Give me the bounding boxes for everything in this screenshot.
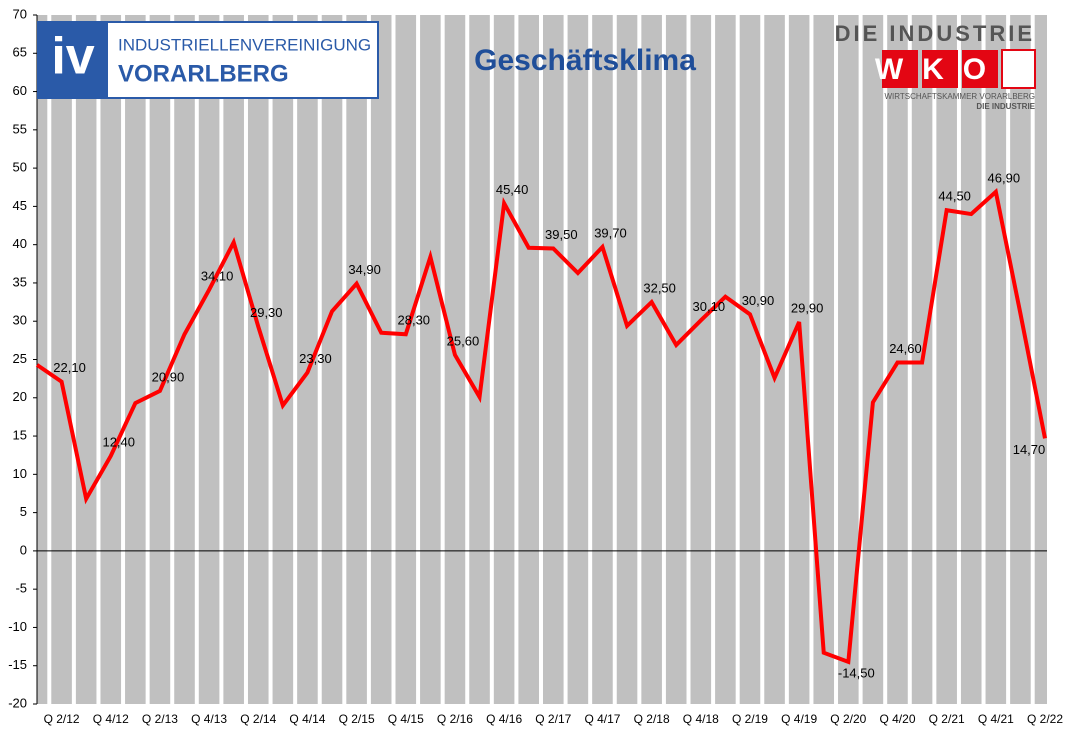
logos: iv INDUSTRIELLENVEREINIGUNG VORARLBERG D…	[37, 21, 1036, 111]
wko-crest	[1001, 49, 1036, 89]
x-tick-label: Q 4/18	[683, 712, 719, 726]
y-tick-label: 70	[13, 6, 27, 21]
data-label: 46,90	[988, 170, 1021, 185]
data-label: 23,30	[299, 351, 332, 366]
x-tick-label: Q 2/17	[535, 712, 571, 726]
iv-line1: INDUSTRIELLENVEREINIGUNG	[118, 35, 371, 54]
data-label: 12,40	[102, 434, 135, 449]
x-tick-label: Q 2/21	[929, 712, 965, 726]
x-tick-label: Q 2/19	[732, 712, 768, 726]
y-tick-label: 25	[13, 351, 27, 366]
data-label: 34,90	[348, 262, 381, 277]
y-tick-label: 30	[13, 313, 27, 328]
y-tick-label: 65	[13, 45, 27, 60]
y-tick-label: 10	[13, 466, 27, 481]
wko-sub: DIE INDUSTRIE	[976, 102, 1035, 111]
y-tick-label: 60	[13, 83, 27, 98]
wko-box	[882, 50, 918, 88]
x-tick-label: Q 4/12	[93, 712, 129, 726]
x-tick-label: Q 4/16	[486, 712, 522, 726]
iv-mark: iv	[51, 28, 94, 86]
x-tick-label: Q 4/19	[781, 712, 817, 726]
chart-title: Geschäftsklima	[474, 44, 696, 77]
x-tick-label: Q 2/16	[437, 712, 473, 726]
x-tick-label: Q 2/14	[240, 712, 276, 726]
x-tick-label: Q 4/14	[289, 712, 325, 726]
data-label: 22,10	[53, 360, 86, 375]
y-tick-label: 35	[13, 274, 27, 289]
data-label: 24,60	[889, 341, 922, 356]
data-label: 39,50	[545, 227, 578, 242]
iv-line2: VORARLBERG	[118, 60, 289, 87]
data-label: 32,50	[643, 281, 676, 296]
data-label: 14,70	[1013, 442, 1046, 457]
y-tick-label: 45	[13, 198, 27, 213]
data-label: 39,70	[594, 225, 627, 240]
wko-box	[962, 50, 998, 88]
wko-sub: WIRTSCHAFTSKAMMER VORARLBERG	[884, 92, 1035, 101]
x-tick-label: Q 2/12	[44, 712, 80, 726]
iv-logo-square	[38, 22, 108, 98]
wko-mark: WKO	[875, 53, 1005, 86]
x-tick-label: Q 2/20	[830, 712, 866, 726]
wko-box	[922, 50, 958, 88]
data-label: 30,10	[693, 299, 726, 314]
x-tick-label: Q 2/18	[634, 712, 670, 726]
x-tick-label: Q 2/13	[142, 712, 178, 726]
x-tick-label: Q 2/22	[1027, 712, 1063, 726]
data-label: 30,90	[742, 293, 775, 308]
data-label: 34,10	[201, 268, 234, 283]
data-label: 20,90	[152, 369, 185, 384]
data-label: 29,30	[250, 305, 283, 320]
x-tick-label: Q 4/21	[978, 712, 1014, 726]
y-tick-label: 50	[13, 160, 27, 175]
y-tick-label: 5	[20, 504, 27, 519]
data-label: 45,40	[496, 182, 529, 197]
y-tick-label: -5	[15, 581, 27, 596]
y-tick-label: -10	[8, 619, 27, 634]
x-tick-label: Q 4/17	[584, 712, 620, 726]
y-tick-label: 0	[20, 542, 27, 557]
y-tick-label: 15	[13, 427, 27, 442]
data-label: 28,30	[398, 313, 431, 328]
x-tick-label: Q 4/20	[879, 712, 915, 726]
x-tick-label: Q 4/13	[191, 712, 227, 726]
data-label: 44,50	[938, 189, 971, 204]
y-tick-label: 40	[13, 236, 27, 251]
data-label: 25,60	[447, 333, 480, 348]
data-label: 29,90	[791, 300, 824, 315]
wko-top: DIE INDUSTRIE	[835, 21, 1035, 46]
y-tick-label: 55	[13, 121, 27, 136]
line-series	[35, 188, 1047, 665]
y-tick-label: -20	[8, 695, 27, 710]
x-tick-label: Q 4/15	[388, 712, 424, 726]
x-tick-label: Q 2/15	[339, 712, 375, 726]
y-tick-label: -15	[8, 657, 27, 672]
y-tick-label: 20	[13, 389, 27, 404]
data-label: -14,50	[838, 665, 875, 680]
